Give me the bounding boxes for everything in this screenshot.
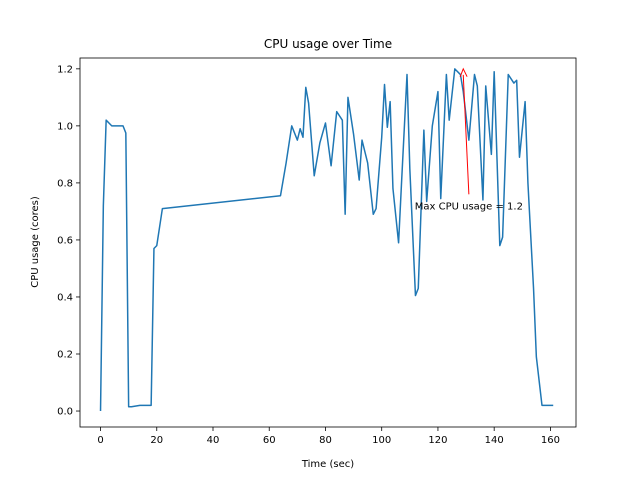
x-tick-label: 60 <box>263 435 276 446</box>
annotation-arrow-shaft <box>462 74 470 195</box>
y-tick-label: 0.6 <box>57 235 73 246</box>
x-tick-label: 40 <box>207 435 220 446</box>
x-tick-label: 0 <box>97 435 103 446</box>
plot-layer <box>99 68 554 412</box>
y-tick-label: 0.0 <box>57 407 73 418</box>
plot-frame <box>79 57 577 428</box>
annotation-arrow-head <box>459 67 468 78</box>
x-tick-label: 120 <box>428 435 447 446</box>
x-tick-label: 100 <box>372 435 391 446</box>
annotation-layer: Max CPU usage = 1.2 <box>415 67 523 212</box>
x-axis: 0 20 40 60 80 100 120 140 160 <box>97 427 560 446</box>
y-tick-label: 0.8 <box>57 178 73 189</box>
y-tick-label: 0.2 <box>57 349 73 360</box>
x-tick-label: 160 <box>541 435 560 446</box>
x-tick-label: 20 <box>150 435 163 446</box>
x-tick-label: 80 <box>319 435 332 446</box>
y-tick-label: 0.4 <box>57 292 73 303</box>
x-tick-label: 140 <box>485 435 504 446</box>
y-axis: 0.0 0.2 0.4 0.6 0.8 1.0 1.2 <box>57 64 80 418</box>
x-axis-label: Time (sec) <box>301 459 354 470</box>
chart-title: CPU usage over Time <box>264 37 392 51</box>
y-tick-label: 1.2 <box>57 64 73 75</box>
annotation-text: Max CPU usage = 1.2 <box>415 201 523 212</box>
cpu-usage-line <box>99 68 554 412</box>
y-tick-label: 1.0 <box>57 121 73 132</box>
y-axis-label: CPU usage (cores) <box>30 196 41 288</box>
